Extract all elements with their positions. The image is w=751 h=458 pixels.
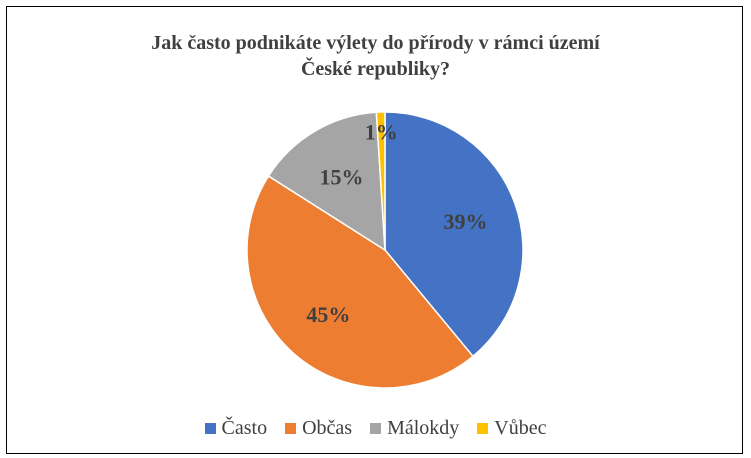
legend: Často Občas Málokdy Vůbec: [0, 417, 751, 440]
pie-slice-obcas: [246, 175, 475, 389]
legend-item-malokdy: Málokdy: [370, 417, 459, 440]
pie-slice-casto: [384, 111, 524, 358]
legend-swatch-casto: [204, 423, 216, 434]
data-label-vubec: 1%: [365, 119, 398, 144]
legend-swatch-malokdy: [370, 423, 382, 434]
legend-item-obcas: Občas: [285, 417, 352, 440]
legend-item-vubec: Vůbec: [477, 417, 546, 440]
data-label-malokdy: 15%: [319, 164, 363, 189]
legend-item-casto: Často: [204, 417, 268, 440]
data-label-casto: 39%: [444, 209, 488, 234]
data-label-obcas: 45%: [306, 302, 350, 327]
legend-label-malokdy: Málokdy: [387, 417, 460, 439]
legend-label-casto: Často: [221, 417, 268, 439]
pie-slice-vubec: [375, 111, 386, 251]
chart-title-line-2: České republiky?: [300, 58, 451, 80]
pie-slice-malokdy: [267, 111, 386, 252]
chart-title-line-1: Jak často podnikáte výlety do přírody v …: [151, 32, 600, 54]
legend-swatch-obcas: [285, 423, 297, 434]
legend-swatch-vubec: [477, 423, 489, 434]
legend-label-obcas: Občas: [302, 417, 353, 439]
legend-label-vubec: Vůbec: [494, 417, 547, 439]
chart-title: Jak často podnikáte výlety do přírody v …: [0, 30, 751, 82]
